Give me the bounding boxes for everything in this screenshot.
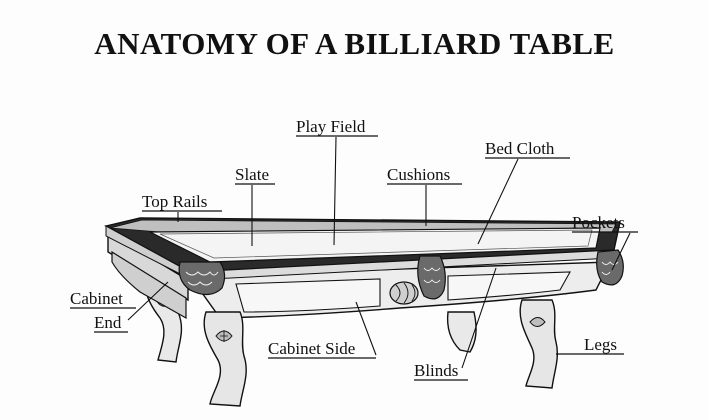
play-field-surface [149, 227, 601, 263]
blinds-leader [461, 267, 497, 369]
diagram-title: ANATOMY OF A BILLIARD TABLE [94, 26, 615, 61]
callout-cabinet-side: Cabinet Side [268, 301, 377, 359]
cabinet-end-leader [127, 281, 169, 321]
callouts: Play Field Bed Cloth Slate Cushions [70, 117, 638, 381]
leg-back-right [446, 311, 477, 353]
callout-blinds: Blinds [414, 267, 497, 381]
billiard-table-illustration [104, 217, 624, 407]
cabinet-side [188, 261, 612, 319]
pocket-front-left [178, 261, 226, 296]
top-rails-label: Top Rails [142, 192, 207, 211]
leg-front-left [203, 311, 247, 407]
leg-front-right [519, 299, 559, 389]
legs-label: Legs [584, 335, 617, 354]
cabinet-side-leader [355, 301, 377, 356]
slate-label: Slate [235, 165, 269, 184]
cabinet-end-label-line2: End [94, 313, 122, 332]
blinds-label: Blinds [414, 361, 458, 380]
callout-cushions: Cushions [387, 165, 462, 226]
cabinet-end [107, 230, 189, 320]
pockets-label: Pockets [572, 213, 625, 232]
callout-legs: Legs [556, 335, 624, 355]
callout-cabinet-end: Cabinet End [70, 281, 169, 333]
callout-pockets: Pockets [572, 213, 638, 271]
bed-cloth-label: Bed Cloth [485, 139, 555, 158]
callout-top-rails: Top Rails [142, 192, 222, 222]
pockets-leader [611, 232, 631, 271]
play-field-label: Play Field [296, 117, 366, 136]
cabinet-side-label: Cabinet Side [268, 339, 355, 358]
callout-play-field: Play Field [296, 117, 378, 246]
callout-bed-cloth: Bed Cloth [477, 139, 570, 245]
cushions-label: Cushions [387, 165, 450, 184]
pocket-front-middle [417, 255, 446, 300]
bed-cloth-leader [477, 158, 519, 245]
callout-slate: Slate [235, 165, 275, 246]
pocket-front-right [596, 249, 624, 286]
play-field-leader [333, 136, 337, 246]
cabinet-end-label-line1: Cabinet [70, 289, 123, 308]
